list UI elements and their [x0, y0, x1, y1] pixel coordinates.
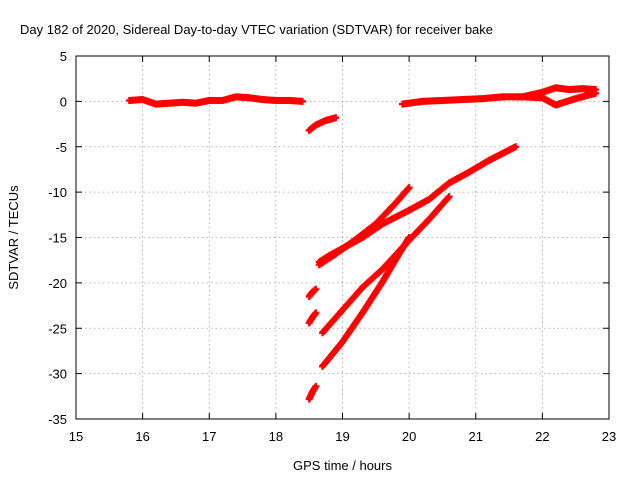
y-tick-label: -20: [48, 276, 67, 291]
series-trace: [340, 234, 365, 252]
y-tick-label: -25: [48, 321, 67, 336]
series-trace: [320, 307, 345, 336]
series-trace: [167, 98, 185, 107]
y-tick-label: 5: [60, 49, 67, 64]
y-axis-label: SDTVAR / TECUs: [6, 185, 21, 290]
x-tick-label: 19: [335, 429, 349, 444]
series-trace: [339, 310, 366, 345]
x-tick-label: 20: [402, 429, 416, 444]
series-trace: [426, 180, 452, 202]
series-1: [305, 114, 340, 134]
x-tick-label: 18: [269, 429, 283, 444]
data-point: [312, 382, 320, 390]
series-trace: [540, 94, 558, 108]
x-tick-label: 21: [469, 429, 483, 444]
series-trace: [440, 96, 465, 104]
series-trace: [360, 266, 385, 290]
data-point: [592, 86, 600, 94]
data-point: [312, 285, 320, 293]
y-tick-label: -5: [55, 140, 67, 155]
grid: [76, 56, 609, 419]
series-trace: [373, 200, 399, 227]
x-tick-label: 17: [202, 429, 216, 444]
x-tick-label: 23: [602, 429, 616, 444]
data-point: [405, 234, 413, 241]
data-point: [312, 309, 320, 317]
axes: 15 16 17 18 19 20 21 22 23 -35 -30 -25 -20 -15 -10 -5 0 5: [48, 49, 616, 444]
y-tick-label: -10: [48, 185, 67, 200]
series-trace: [379, 257, 399, 285]
data-point: [445, 193, 453, 201]
series-9: [319, 193, 453, 337]
series-trace: [320, 339, 346, 369]
y-tick-label: -15: [48, 231, 67, 246]
series-3: [518, 84, 600, 101]
series-trace: [327, 245, 345, 259]
y-tick-label: 0: [60, 94, 67, 109]
series-trace: [359, 279, 386, 315]
x-tick-label: 15: [69, 429, 83, 444]
series-8: [315, 143, 520, 266]
series-4: [305, 285, 320, 300]
series-trace: [567, 85, 585, 93]
series-trace: [340, 285, 365, 313]
data-point: [405, 184, 413, 192]
series-trace: [393, 185, 412, 206]
x-tick-label: 16: [135, 429, 149, 444]
series-6: [305, 382, 320, 403]
y-tick-label: -35: [48, 412, 67, 427]
y-tick-label: -30: [48, 367, 67, 382]
series-trace: [400, 98, 425, 108]
series-trace: [573, 90, 598, 102]
data-points: [125, 84, 600, 403]
x-axis-label: GPS time / hours: [293, 458, 392, 473]
series-5: [305, 309, 320, 327]
data-point: [512, 143, 520, 151]
series-trace: [140, 96, 158, 108]
chart-title: Day 182 of 2020, Sidereal Day-to-day VTE…: [20, 22, 493, 37]
series-0: [125, 93, 307, 108]
data-point: [299, 97, 307, 105]
series-trace: [446, 169, 472, 186]
series-trace: [380, 207, 412, 227]
series-10: [319, 234, 413, 370]
x-tick-label: 22: [535, 429, 549, 444]
data-point: [332, 114, 340, 122]
